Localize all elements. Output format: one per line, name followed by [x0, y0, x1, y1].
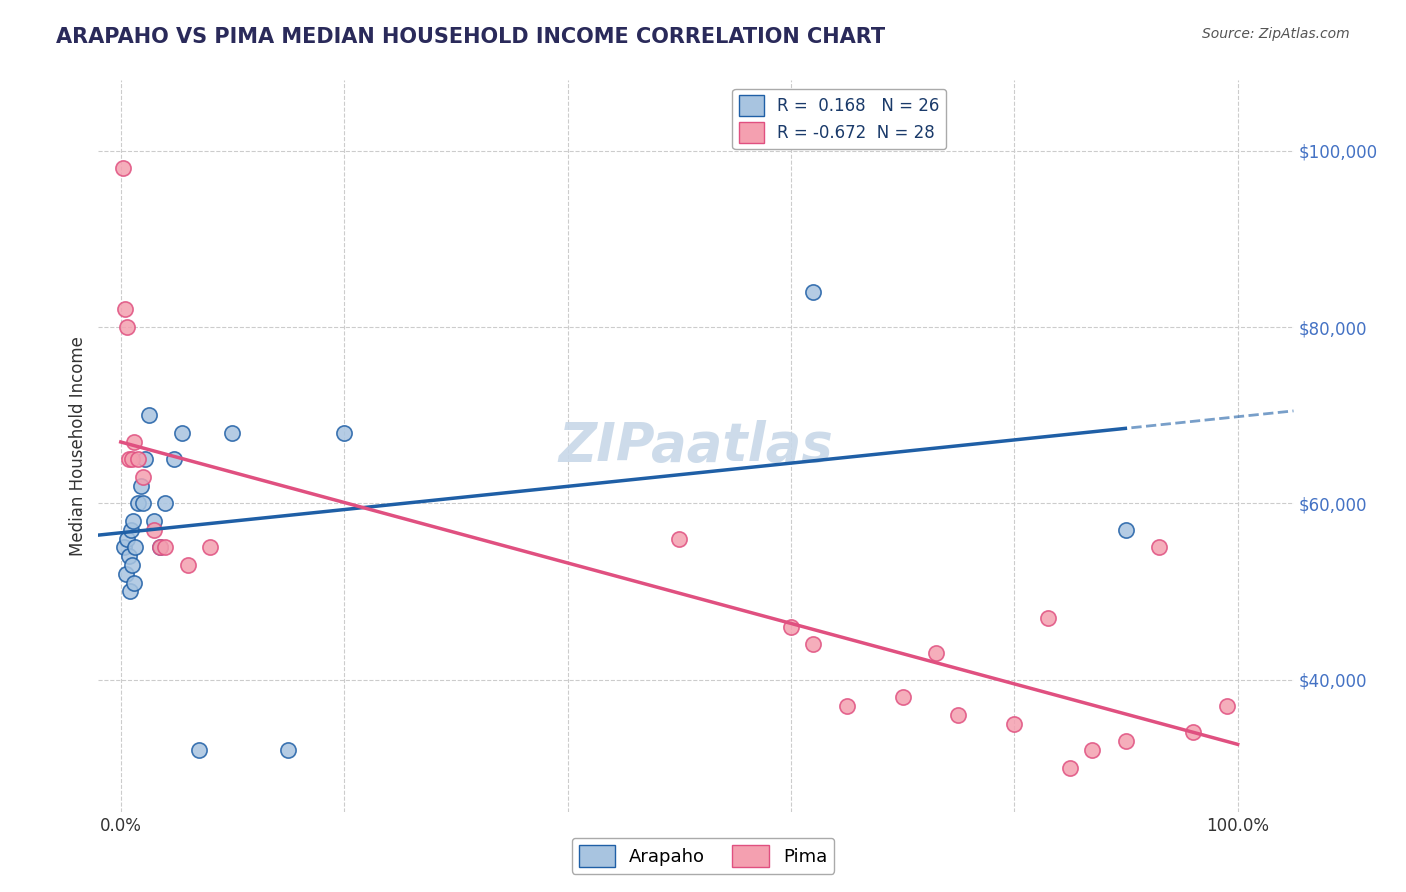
- Point: [122, 575, 145, 590]
- Point: [120, 523, 142, 537]
- Point: [668, 532, 690, 546]
- Point: [149, 541, 172, 555]
- Point: [149, 541, 172, 555]
- Point: [114, 302, 136, 317]
- Point: [138, 408, 160, 422]
- Point: [1215, 698, 1237, 713]
- Point: [111, 161, 134, 176]
- Point: [122, 434, 145, 449]
- Point: [1182, 725, 1205, 739]
- Text: ZIPaatlas: ZIPaatlas: [558, 420, 834, 472]
- Point: [117, 320, 139, 334]
- Point: [835, 698, 858, 713]
- Point: [780, 620, 803, 634]
- Text: ARAPAHO VS PIMA MEDIAN HOUSEHOLD INCOME CORRELATION CHART: ARAPAHO VS PIMA MEDIAN HOUSEHOLD INCOME …: [56, 27, 886, 46]
- Point: [117, 549, 139, 563]
- Point: [1081, 743, 1104, 757]
- Point: [121, 452, 143, 467]
- Point: [132, 496, 155, 510]
- Point: [121, 558, 143, 572]
- Text: Source: ZipAtlas.com: Source: ZipAtlas.com: [1202, 27, 1350, 41]
- Point: [801, 637, 824, 651]
- Point: [198, 541, 221, 555]
- Point: [115, 566, 138, 581]
- Point: [1002, 716, 1025, 731]
- Point: [127, 452, 149, 467]
- Point: [221, 425, 243, 440]
- Point: [891, 690, 914, 705]
- Legend: Arapaho, Pima: Arapaho, Pima: [572, 838, 834, 874]
- Point: [129, 478, 152, 492]
- Point: [277, 743, 299, 757]
- Point: [1059, 761, 1081, 775]
- Y-axis label: Median Household Income: Median Household Income: [69, 336, 87, 556]
- Point: [187, 743, 209, 757]
- Point: [143, 514, 166, 528]
- Legend: R =  0.168   N = 26, R = -0.672  N = 28: R = 0.168 N = 26, R = -0.672 N = 28: [733, 88, 946, 149]
- Point: [1115, 734, 1137, 748]
- Point: [155, 496, 177, 510]
- Point: [1149, 541, 1171, 555]
- Point: [122, 514, 145, 528]
- Point: [112, 541, 135, 555]
- Point: [948, 707, 970, 722]
- Point: [177, 558, 200, 572]
- Point: [117, 532, 139, 546]
- Point: [127, 496, 149, 510]
- Point: [117, 452, 139, 467]
- Point: [333, 425, 356, 440]
- Point: [1115, 523, 1137, 537]
- Point: [801, 285, 824, 299]
- Point: [925, 646, 948, 660]
- Point: [1036, 611, 1059, 625]
- Point: [143, 523, 166, 537]
- Point: [118, 584, 141, 599]
- Point: [172, 425, 194, 440]
- Point: [124, 541, 146, 555]
- Point: [155, 541, 177, 555]
- Point: [163, 452, 186, 467]
- Point: [134, 452, 156, 467]
- Point: [132, 470, 155, 484]
